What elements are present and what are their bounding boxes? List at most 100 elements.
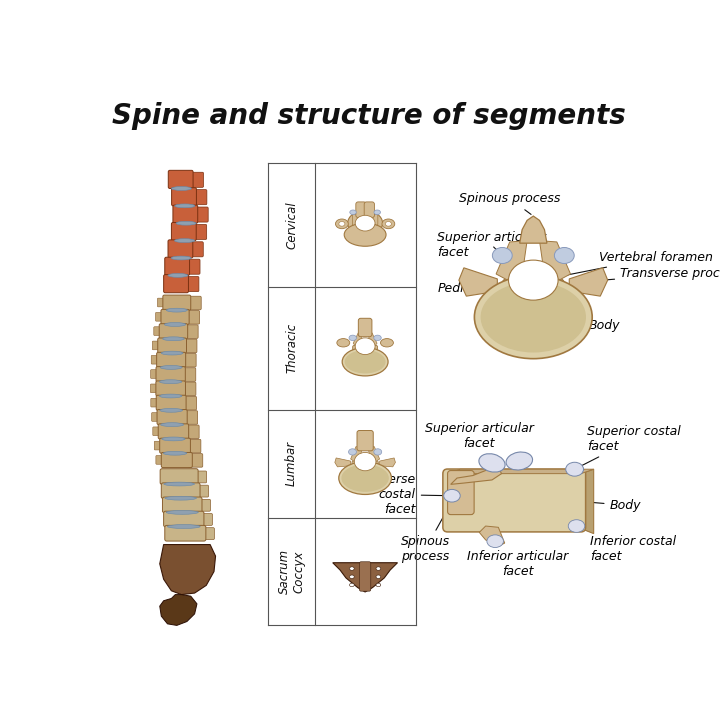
Text: Cervical: Cervical [285, 201, 298, 249]
Ellipse shape [164, 323, 186, 326]
Text: Spinous
process: Spinous process [401, 483, 462, 564]
FancyBboxPatch shape [161, 310, 189, 325]
FancyBboxPatch shape [181, 354, 196, 367]
Ellipse shape [444, 490, 460, 502]
FancyBboxPatch shape [165, 257, 189, 275]
Text: Lumbar: Lumbar [285, 441, 298, 486]
Text: Transverse
costal
facet: Transverse costal facet [348, 473, 449, 516]
FancyBboxPatch shape [190, 242, 203, 257]
Ellipse shape [163, 482, 194, 486]
FancyBboxPatch shape [152, 413, 160, 421]
Text: Spinous process: Spinous process [459, 192, 561, 215]
FancyBboxPatch shape [182, 397, 197, 410]
Ellipse shape [166, 308, 187, 312]
FancyBboxPatch shape [163, 497, 202, 513]
Ellipse shape [492, 248, 512, 264]
Polygon shape [351, 446, 362, 462]
Ellipse shape [166, 510, 198, 514]
Polygon shape [333, 563, 397, 592]
Ellipse shape [175, 204, 195, 208]
Ellipse shape [162, 437, 185, 441]
Ellipse shape [336, 219, 348, 229]
FancyBboxPatch shape [183, 410, 198, 424]
Ellipse shape [344, 223, 386, 246]
FancyBboxPatch shape [163, 295, 191, 310]
FancyBboxPatch shape [187, 259, 200, 274]
FancyBboxPatch shape [364, 202, 374, 217]
Ellipse shape [171, 256, 192, 260]
FancyBboxPatch shape [158, 424, 189, 439]
Ellipse shape [376, 583, 381, 587]
FancyBboxPatch shape [186, 296, 201, 310]
Ellipse shape [171, 186, 192, 190]
FancyBboxPatch shape [156, 381, 186, 396]
FancyBboxPatch shape [165, 526, 206, 541]
FancyBboxPatch shape [184, 325, 198, 338]
FancyBboxPatch shape [195, 207, 208, 222]
Polygon shape [451, 467, 502, 485]
Ellipse shape [349, 567, 354, 570]
Polygon shape [160, 544, 215, 595]
FancyBboxPatch shape [154, 441, 163, 450]
FancyBboxPatch shape [150, 369, 159, 379]
FancyBboxPatch shape [150, 398, 159, 407]
Polygon shape [480, 526, 505, 546]
Ellipse shape [339, 462, 392, 495]
FancyBboxPatch shape [190, 172, 204, 187]
FancyBboxPatch shape [443, 469, 585, 532]
FancyBboxPatch shape [359, 562, 371, 591]
FancyBboxPatch shape [359, 318, 372, 337]
Ellipse shape [382, 219, 395, 229]
FancyBboxPatch shape [160, 469, 198, 485]
Ellipse shape [342, 348, 388, 376]
FancyBboxPatch shape [153, 341, 161, 350]
Ellipse shape [348, 210, 382, 236]
FancyBboxPatch shape [182, 339, 197, 353]
FancyBboxPatch shape [366, 215, 378, 225]
Ellipse shape [349, 575, 354, 579]
Polygon shape [160, 595, 197, 626]
Ellipse shape [349, 335, 356, 341]
Ellipse shape [161, 351, 183, 355]
Ellipse shape [163, 451, 186, 455]
FancyBboxPatch shape [161, 452, 192, 467]
FancyBboxPatch shape [353, 346, 366, 358]
Ellipse shape [339, 222, 345, 226]
Ellipse shape [474, 276, 592, 359]
FancyBboxPatch shape [357, 431, 373, 451]
Ellipse shape [508, 260, 558, 300]
FancyBboxPatch shape [156, 395, 186, 410]
Ellipse shape [568, 520, 585, 532]
FancyBboxPatch shape [154, 327, 162, 336]
FancyBboxPatch shape [530, 279, 564, 308]
FancyBboxPatch shape [181, 382, 196, 395]
Ellipse shape [160, 366, 182, 369]
Text: Superior articular
facet: Superior articular facet [437, 231, 546, 259]
FancyBboxPatch shape [171, 222, 197, 240]
FancyBboxPatch shape [171, 188, 197, 206]
Ellipse shape [163, 337, 184, 341]
FancyBboxPatch shape [181, 368, 196, 382]
Ellipse shape [168, 274, 188, 277]
FancyBboxPatch shape [352, 215, 364, 225]
Ellipse shape [350, 210, 356, 215]
FancyBboxPatch shape [156, 366, 185, 382]
FancyBboxPatch shape [153, 427, 161, 436]
FancyBboxPatch shape [157, 352, 186, 367]
FancyBboxPatch shape [188, 454, 203, 467]
FancyBboxPatch shape [364, 461, 378, 474]
Ellipse shape [374, 449, 382, 455]
Ellipse shape [479, 454, 505, 472]
Text: Body: Body [590, 499, 641, 512]
Text: Pedicle: Pedicle [437, 282, 507, 294]
Text: Superior articular
facet: Superior articular facet [425, 422, 534, 460]
Ellipse shape [161, 423, 184, 426]
Polygon shape [496, 240, 527, 282]
Ellipse shape [349, 583, 354, 587]
Ellipse shape [506, 452, 533, 470]
FancyBboxPatch shape [160, 438, 190, 454]
Ellipse shape [566, 462, 583, 476]
FancyBboxPatch shape [185, 310, 199, 324]
Text: Spine and structure of segments: Spine and structure of segments [112, 102, 626, 130]
FancyBboxPatch shape [195, 485, 209, 497]
